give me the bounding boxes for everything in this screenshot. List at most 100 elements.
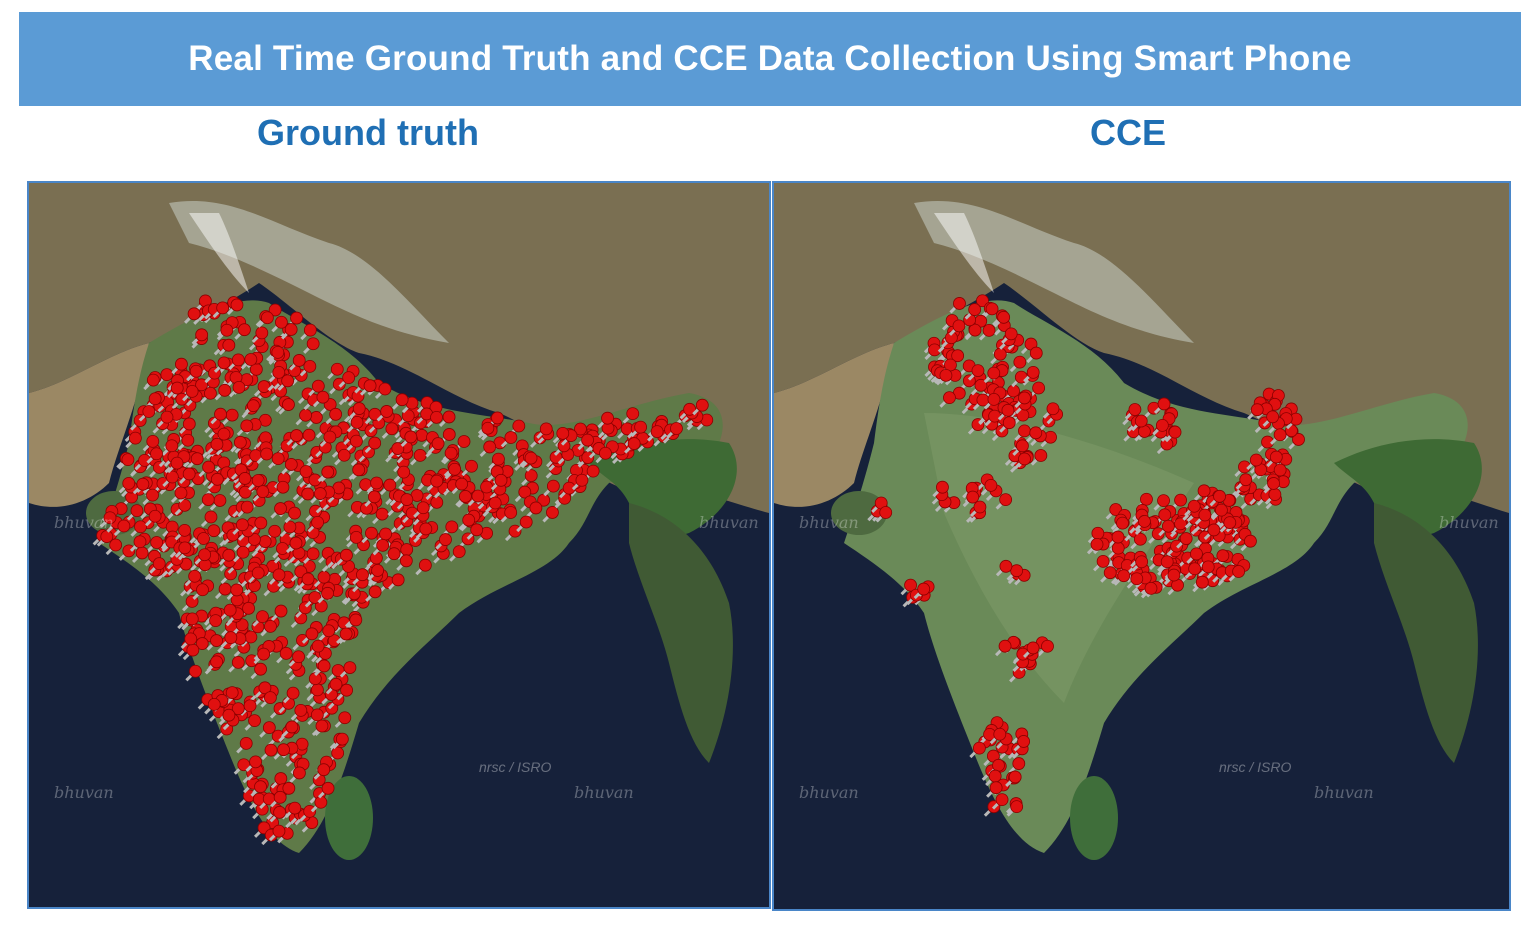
pushpin-marker-icon [358,445,375,463]
pushpin-marker-icon [995,559,1013,577]
pushpin-marker-icon [146,447,163,464]
pushpin-marker-icon [485,496,502,514]
pushpin-marker-icon [999,416,1016,433]
pushpin-marker-icon [321,701,339,719]
watermark-credit: nrsc / ISRO [1219,759,1292,775]
pushpin-marker-icon [364,490,381,507]
pushpin-marker-icon [186,364,203,382]
pushpin-marker-icon [1262,410,1280,427]
pushpin-marker-icon [488,452,505,470]
pushpin-marker-icon [1270,428,1287,445]
pushpin-marker-icon [273,743,290,760]
pushpin-marker-icon [1026,346,1043,364]
pushpin-marker-icon [479,440,497,457]
pushpin-marker-icon [214,383,232,401]
pushpin-marker-icon [993,310,1011,328]
pushpin-marker-icon [204,416,221,434]
pushpin-marker-icon [398,409,415,426]
pushpin-marker-icon [328,664,345,681]
pushpin-marker-icon [1006,800,1024,817]
watermark-credit: nrsc / ISRO [479,759,552,775]
pushpin-marker-icon [130,520,147,537]
pushpin-marker-icon [134,453,151,471]
pushpin-marker-icon [1228,565,1246,582]
pushpin-marker-icon [913,582,931,600]
pushpin-marker-icon [184,569,202,587]
pushpin-marker-icon [964,303,982,320]
pushpin-marker-icon [986,781,1003,798]
pushpin-marker-icon [336,683,354,701]
pushpin-marker-icon [270,502,287,519]
pushpin-marker-icon [360,379,377,396]
pushpin-marker-icon [300,323,317,341]
pushpin-marker-icon [319,430,337,448]
pushpin-marker-icon [379,478,397,496]
pushpin-marker-icon [228,353,245,370]
pushpin-marker-icon [392,393,409,410]
pushpin-marker-icon [297,572,315,589]
pushpin-marker-icon [204,698,221,715]
pushpin-marker-icon [296,465,313,482]
pushpin-marker-icon [458,513,476,531]
pushpin-marker-icon [303,547,320,564]
pushpin-marker-icon [941,331,958,348]
pushpin-marker-icon [250,780,267,797]
pushpin-marker-icon [1136,492,1153,510]
pushpin-marker-icon [949,297,966,314]
pushpin-marker-icon [1164,425,1182,443]
pushpin-marker-icon [413,501,430,518]
pushpin-marker-icon [1086,537,1104,555]
pushpin-marker-icon [444,462,462,480]
pushpin-marker-icon [384,547,401,564]
pushpin-marker-icon [1006,564,1024,581]
marker-layer [92,294,714,846]
pushpin-marker-icon [967,364,985,381]
pushpin-marker-icon [268,568,286,585]
pushpin-marker-icon [271,315,288,333]
pushpin-marker-icon [991,793,1009,810]
pushpin-marker-icon [962,490,980,508]
pushpin-marker-icon [1203,523,1221,540]
pushpin-marker-icon [1235,473,1253,490]
pushpin-marker-icon [272,480,290,498]
pushpin-marker-icon [1157,555,1174,572]
pushpin-marker-icon [192,583,209,600]
cce-map[interactable]: nrsc / ISRO bhuvan bhuvan bhuvan bhuvan [772,181,1511,911]
pushpin-marker-icon [308,379,325,397]
pushpin-marker-icon [1014,391,1031,409]
pushpin-marker-icon [200,386,217,404]
pushpin-marker-icon [372,538,390,556]
pushpin-marker-icon [1130,532,1147,550]
pushpin-marker-icon [234,323,251,340]
pushpin-marker-icon [237,500,254,518]
pushpin-marker-icon [871,496,888,514]
pushpin-marker-icon [250,662,267,680]
pushpin-marker-icon [132,477,150,495]
pushpin-marker-icon [1163,568,1181,586]
pushpin-marker-icon [543,479,560,497]
pushpin-marker-icon [314,659,331,676]
pushpin-marker-icon [415,558,432,576]
pushpin-marker-icon [249,792,266,810]
pushpin-marker-icon [174,541,192,558]
pushpin-marker-icon [306,411,323,428]
pushpin-marker-icon [212,301,230,318]
pushpin-marker-icon [171,357,188,375]
pushpin-marker-icon [546,450,563,468]
pushpin-marker-icon [336,548,353,566]
pushpin-marker-icon [1264,488,1282,505]
pushpin-marker-icon [964,323,982,341]
pushpin-marker-icon [307,683,324,700]
pushpin-marker-icon [268,824,286,842]
pushpin-marker-icon [259,792,276,809]
pushpin-marker-icon [307,515,324,533]
ground-truth-map[interactable]: nrsc / ISRO bhuvan bhuvan bhuvan bhuvan [27,181,771,909]
pushpin-marker-icon [347,415,364,433]
pushpin-marker-icon [521,469,538,486]
pushpin-marker-icon [308,639,325,657]
pushpin-marker-icon [1152,418,1169,436]
pushpin-marker-icon [1087,526,1105,544]
pushpin-marker-icon [1148,527,1165,544]
pushpin-marker-icon [980,478,998,496]
watermark-brand: bhuvan [574,783,634,802]
